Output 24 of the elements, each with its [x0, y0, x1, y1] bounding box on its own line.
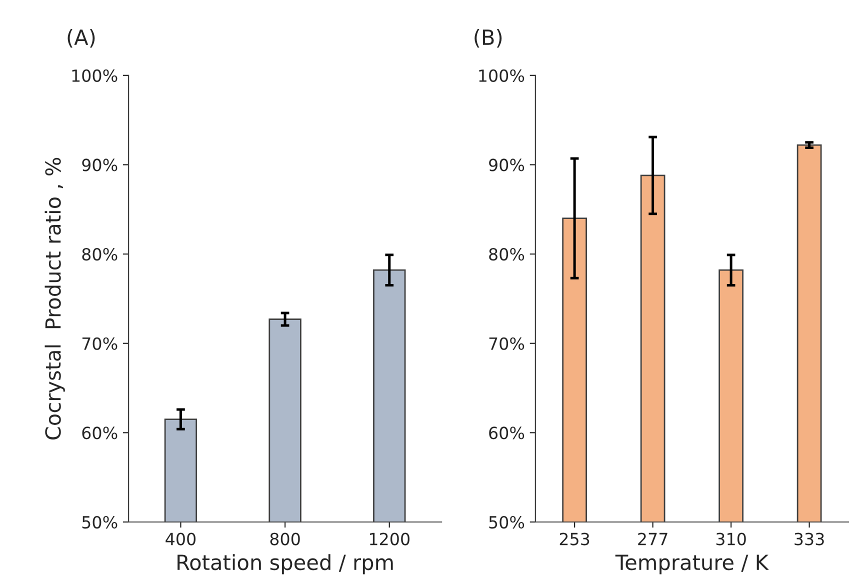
x-axis-title: Rotation speed / rpm	[178, 554, 393, 574]
y-tick-label: 100%	[72, 69, 118, 82]
x-tick-label: 277	[638, 532, 668, 546]
x-tick-label: 800	[270, 532, 300, 546]
y-tick-label: 60%	[489, 426, 524, 440]
x-tick-label: 1200	[370, 532, 410, 546]
y-tick-label: 50%	[82, 516, 118, 529]
y-tick-label: 90%	[82, 158, 118, 172]
y-axis-title: Cocrystal Product ratio , %	[44, 158, 65, 440]
x-axis-title: Temprature / K	[615, 554, 769, 574]
x-tick-label: 400	[166, 532, 196, 546]
y-tick-label: 60%	[82, 426, 118, 440]
x-tick-label: 253	[560, 532, 590, 546]
y-tick-label: 90%	[489, 158, 524, 172]
y-tick-label: 80%	[82, 248, 118, 261]
y-tick-label: 100%	[479, 69, 524, 82]
chart-title: (A)	[68, 29, 95, 48]
y-tick-label: 70%	[489, 337, 524, 350]
chart-title: (B)	[474, 29, 502, 48]
y-tick-label: 70%	[82, 337, 118, 350]
x-tick-label: 333	[794, 532, 824, 546]
x-tick-label: 310	[716, 532, 746, 546]
y-tick-label: 80%	[489, 248, 524, 261]
y-tick-label: 50%	[489, 516, 524, 529]
